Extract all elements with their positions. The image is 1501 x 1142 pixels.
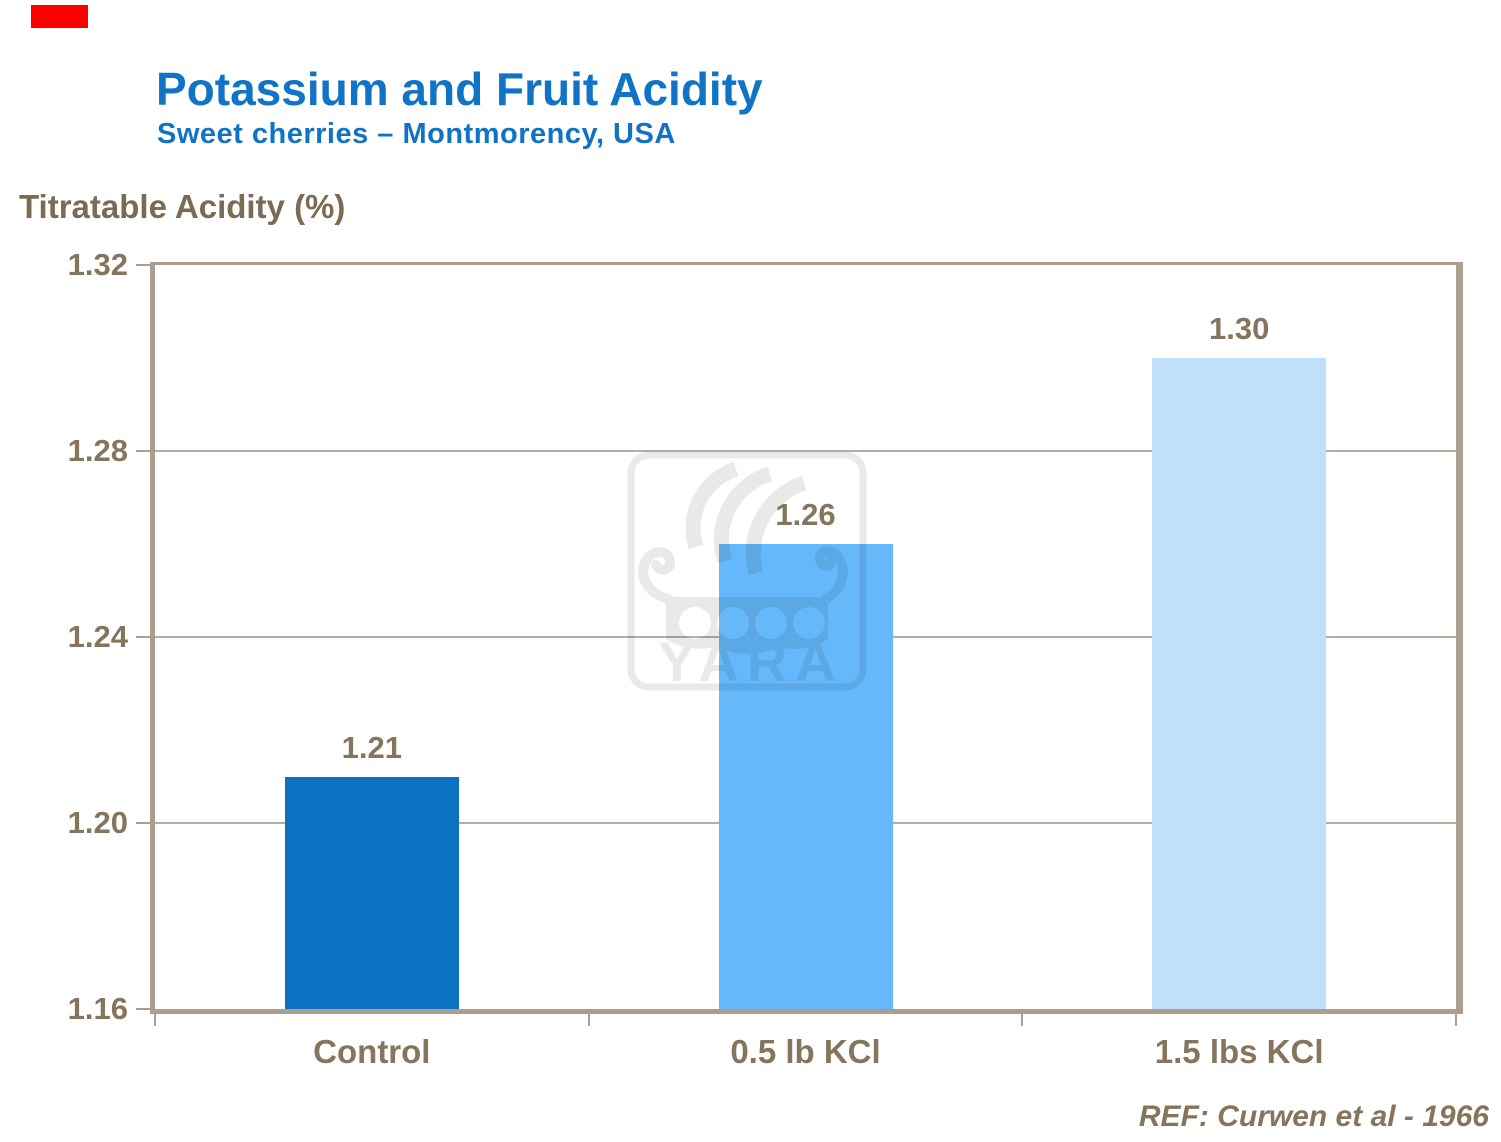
- x-axis-tick: [587, 1014, 590, 1026]
- y-axis-title: Titratable Acidity (%): [19, 188, 346, 225]
- reference-text: REF: Curwen et al - 1966: [1138, 1100, 1489, 1133]
- x-category-label: 0.5 lb KCl: [730, 1033, 881, 1070]
- yara-logo-watermark: YARA: [620, 447, 874, 697]
- bar-0-5-lb-kcl: [718, 544, 893, 1009]
- y-tick-label: 1.24: [67, 619, 128, 654]
- bar-value-label: 1.26: [775, 497, 836, 532]
- x-axis-tick: [1455, 1014, 1457, 1026]
- y-axis-tick: [136, 264, 150, 266]
- x-category-label: 1.5 lbs KCl: [1154, 1033, 1324, 1070]
- y-tick-label: 1.20: [67, 805, 128, 840]
- y-tick-label: 1.16: [67, 991, 128, 1026]
- x-axis-tick: [154, 1014, 156, 1026]
- y-tick-label: 1.28: [67, 433, 128, 468]
- yara-watermark-fill: [620, 447, 874, 697]
- bar-control: [284, 776, 459, 1009]
- gridline: [155, 450, 1456, 452]
- red-accent-bar: [31, 5, 88, 28]
- slide-subtitle: Sweet cherries – Montmorency, USA: [157, 118, 676, 150]
- x-category-label: Control: [313, 1033, 431, 1070]
- y-tick-label: 1.32: [67, 247, 128, 282]
- y-axis-tick: [136, 636, 150, 638]
- bar-value-label: 1.30: [1208, 311, 1270, 346]
- y-axis-tick: [136, 450, 150, 452]
- bar-value-label: 1.21: [341, 729, 402, 765]
- y-axis-tick: [136, 822, 150, 824]
- plot-area-frame: [150, 262, 1463, 1014]
- slide-title: Potassium and Fruit Acidity: [156, 63, 763, 115]
- bar-1-5-lbs-kcl: [1152, 358, 1327, 1009]
- y-axis-tick: [136, 1008, 150, 1010]
- x-axis-tick: [1021, 1014, 1024, 1026]
